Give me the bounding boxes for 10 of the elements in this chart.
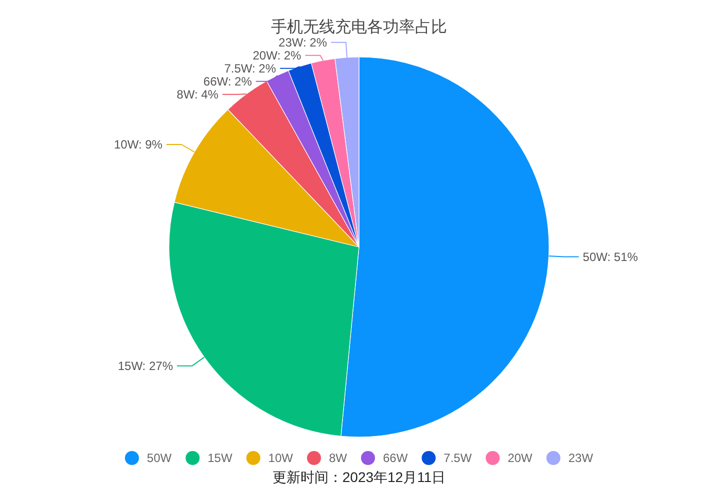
- legend-label: 50W: [146, 451, 172, 465]
- legend-label: 8W: [328, 451, 348, 465]
- annotation: 更新时间：2023年12月11日: [272, 469, 446, 485]
- legend-label: 66W: [382, 451, 408, 465]
- legend-label: 23W: [568, 451, 594, 465]
- legend-label: 10W: [268, 451, 294, 465]
- title: 手机无线充电各功率占比: [271, 19, 447, 36]
- legend-label: 7.5W: [444, 451, 472, 465]
- legend-label: 20W: [508, 451, 534, 465]
- legend-label: 15W: [208, 451, 233, 465]
